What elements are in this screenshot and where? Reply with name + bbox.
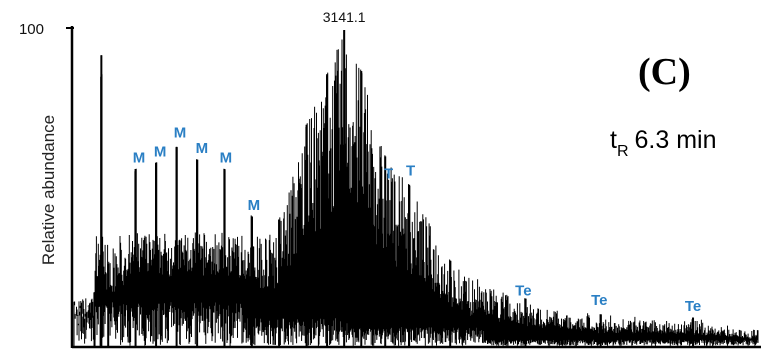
peak-annotation-m-5: M [248, 197, 261, 214]
peak-annotation-m-1: M [154, 143, 167, 160]
retention-time-subscript: R [617, 143, 629, 160]
peak-annotation-m-2: M [174, 124, 187, 141]
y-tick-label-100: 100 [19, 21, 44, 38]
panel-label: (C) [638, 51, 691, 93]
peak-annotation-te-10: Te [685, 298, 701, 315]
peak-annotation-te-8: Te [515, 282, 531, 299]
spectrum-trace [73, 30, 759, 346]
base-peak-label: 3141.1 [323, 9, 366, 25]
retention-time-value: 6.3 min [635, 126, 717, 154]
peak-annotation-m-3: M [196, 140, 209, 157]
retention-time-label: tR 6.3 min [610, 126, 717, 160]
y-axis-label: Relative abundance [39, 115, 58, 265]
spectrum-line [73, 30, 759, 346]
peak-annotation-t-6: T [384, 166, 393, 183]
peak-annotation-t-7: T [406, 162, 415, 179]
peak-annotation-m-0: M [133, 150, 146, 167]
retention-time-prefix: t [610, 126, 617, 154]
peak-annotation-te-9: Te [591, 292, 607, 309]
peak-annotation-m-4: M [220, 150, 233, 167]
